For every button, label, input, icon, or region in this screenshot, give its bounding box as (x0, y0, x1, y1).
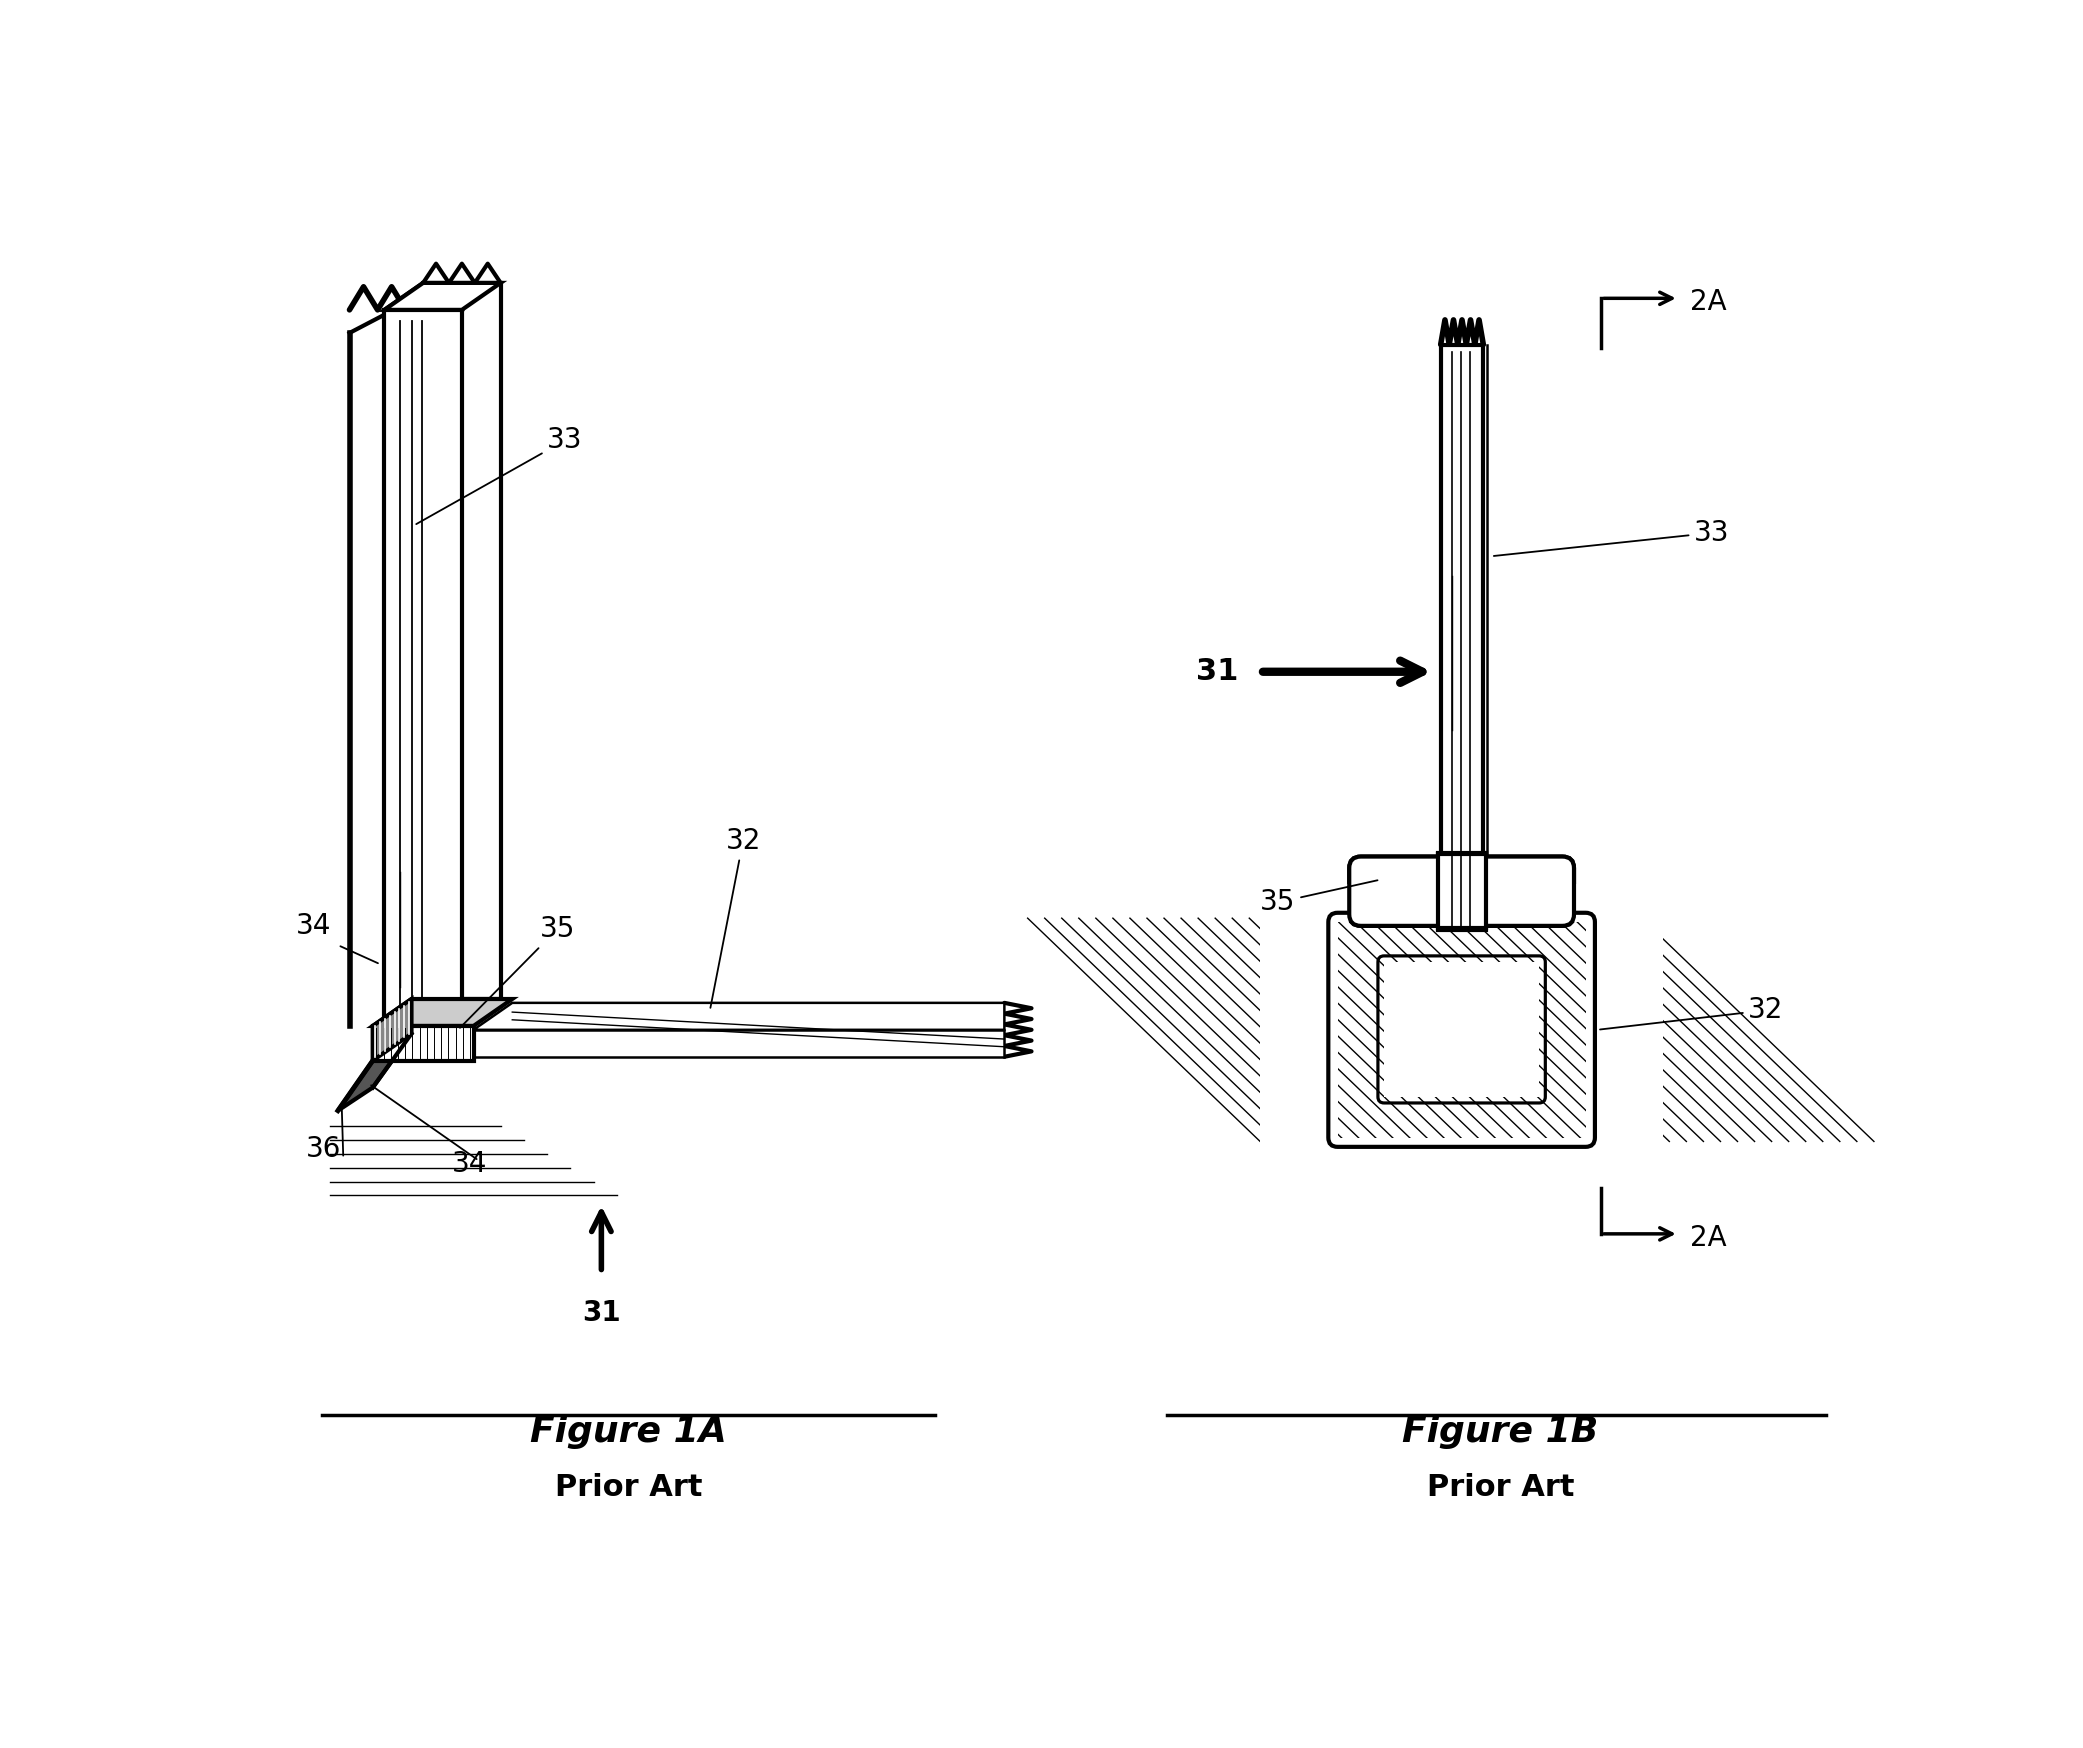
FancyBboxPatch shape (1350, 857, 1575, 926)
Polygon shape (423, 283, 500, 1000)
Text: Figure 1B: Figure 1B (1402, 1414, 1598, 1449)
Polygon shape (1383, 961, 1539, 1096)
Text: 34: 34 (452, 1150, 487, 1178)
Polygon shape (373, 1000, 512, 1026)
Text: 31: 31 (581, 1299, 621, 1327)
Polygon shape (1439, 853, 1485, 930)
FancyBboxPatch shape (1350, 857, 1575, 926)
Polygon shape (1260, 921, 1337, 1138)
Polygon shape (385, 309, 462, 1026)
Text: Prior Art: Prior Art (554, 1472, 702, 1502)
Polygon shape (1441, 344, 1483, 879)
Text: Figure 1A: Figure 1A (531, 1414, 727, 1449)
Polygon shape (473, 1030, 1004, 1058)
Text: 34: 34 (296, 911, 331, 940)
Polygon shape (1439, 855, 1485, 928)
Text: Prior Art: Prior Art (1427, 1472, 1575, 1502)
Polygon shape (385, 283, 500, 309)
Polygon shape (373, 1000, 412, 1061)
Text: 33: 33 (1494, 519, 1729, 556)
Text: 31: 31 (1196, 657, 1239, 687)
Polygon shape (385, 283, 423, 1026)
Text: 2A: 2A (1689, 288, 1727, 316)
Polygon shape (1260, 1138, 1662, 1176)
Polygon shape (473, 1003, 1004, 1030)
Polygon shape (1260, 883, 1662, 921)
Text: 33: 33 (417, 427, 583, 524)
Polygon shape (1585, 921, 1662, 1138)
Text: 35: 35 (460, 916, 575, 1028)
Text: 32: 32 (1600, 996, 1783, 1030)
Text: 2A: 2A (1689, 1224, 1727, 1252)
Polygon shape (337, 1033, 412, 1110)
Polygon shape (373, 1026, 473, 1061)
Text: 35: 35 (1260, 881, 1377, 916)
Text: 32: 32 (710, 827, 760, 1009)
Text: 36: 36 (306, 1134, 342, 1162)
